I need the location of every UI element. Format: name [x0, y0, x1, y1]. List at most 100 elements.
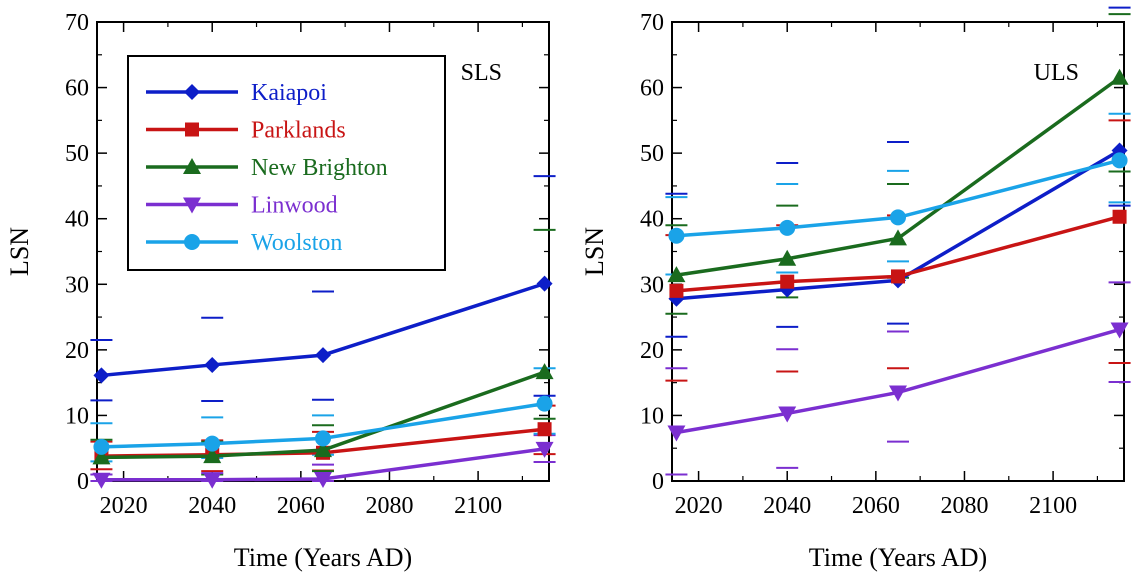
series-line: [676, 158, 1121, 238]
legend-marker: [183, 197, 201, 214]
data-point: [889, 385, 907, 402]
data-point: [93, 367, 110, 384]
data-point: [1111, 152, 1128, 169]
y-tick-label: 0: [652, 469, 664, 495]
x-tick-label: 2060: [277, 493, 325, 519]
series-kaiapoi: [93, 275, 553, 384]
x-tick-label: 2100: [454, 493, 502, 519]
data-point: [203, 472, 222, 489]
data-point: [891, 269, 905, 284]
x-axis-title: Time (Years AD): [809, 543, 987, 572]
legend-marker: [185, 122, 199, 137]
y-tick-label: 50: [640, 141, 664, 167]
data-point: [92, 448, 111, 465]
y-tick-label: 20: [65, 338, 89, 364]
legend: Kaiapoi Parklands New Brighton Linwood Wools…: [127, 55, 446, 271]
data-point: [535, 441, 554, 458]
data-point: [890, 209, 906, 226]
series-line: [101, 281, 546, 378]
plot-frame: [671, 21, 1125, 482]
series-woolston: [668, 152, 1128, 244]
legend-label: Kaiapoi: [251, 80, 327, 106]
legend-label: Woolston: [251, 230, 342, 256]
series-woolston: [93, 395, 553, 455]
data-point: [204, 356, 221, 373]
data-point: [536, 275, 553, 292]
plot-panel-sls: 0 10 20 30 40 50 60 70 2020 2040 2060 2080 2100 Time …: [5, 10, 556, 572]
y-tick-label: 40: [640, 207, 664, 233]
series-line: [101, 370, 546, 460]
series-line: [101, 401, 545, 449]
legend-label: Linwood: [251, 193, 338, 219]
legend-item: Woolston: [146, 230, 342, 256]
y-axis-title: LSN: [580, 227, 609, 276]
y-axis-title: LSN: [5, 227, 34, 276]
data-point: [314, 472, 332, 489]
data-point: [204, 435, 221, 452]
y-tick-label: 60: [65, 76, 89, 102]
legend-marker: [183, 158, 201, 174]
data-point: [1110, 68, 1129, 85]
legend-marker: [184, 234, 200, 250]
data-point: [1110, 322, 1129, 339]
legend-item: New Brighton: [146, 155, 388, 181]
data-point: [778, 249, 797, 266]
data-point: [667, 266, 686, 283]
legend-label: Parklands: [251, 118, 346, 144]
data-point: [669, 283, 684, 298]
data-point: [93, 438, 110, 455]
x-tick-label: 2040: [763, 493, 811, 519]
series-line: [676, 327, 1121, 435]
data-point: [667, 425, 686, 442]
y-tick-label: 70: [640, 10, 664, 36]
y-tick-label: 30: [640, 272, 664, 298]
y-tick-label: 20: [640, 338, 664, 364]
y-tick-label: 30: [65, 272, 89, 298]
data-point: [668, 227, 685, 244]
y-tick-label: 0: [77, 469, 89, 495]
x-tick-label: 2100: [1029, 493, 1077, 519]
data-point: [92, 472, 111, 489]
data-point: [779, 219, 796, 236]
panel-label: ULS: [1034, 60, 1079, 86]
series-line: [676, 215, 1121, 293]
series-linwood: [92, 441, 554, 489]
data-point: [778, 406, 797, 423]
series-line: [676, 76, 1121, 277]
series-new-brighton: [92, 363, 554, 465]
data-point: [315, 347, 331, 364]
legend-item: Linwood: [146, 193, 338, 219]
y-tick-label: 70: [65, 10, 89, 36]
legend-item: Parklands: [146, 118, 346, 144]
data-point: [1112, 209, 1127, 224]
series-line: [676, 149, 1121, 301]
x-tick-label: 2080: [365, 493, 413, 519]
legend-item: Kaiapoi: [146, 80, 327, 106]
data-point: [780, 274, 795, 289]
panel-label: SLS: [461, 60, 502, 86]
series-parklands: [669, 209, 1127, 298]
data-point: [203, 447, 222, 464]
plot-panel-uls: 0 10 20 30 40 50 60 70 2020 2040 2060 2080 2100 Time …: [580, 6, 1131, 572]
y-tick-label: 50: [65, 141, 89, 167]
x-axis-title: Time (Years AD): [234, 543, 412, 572]
legend-marker: [184, 84, 200, 100]
data-point: [537, 422, 552, 437]
y-tick-label: 40: [65, 207, 89, 233]
series-line: [101, 447, 545, 482]
data-point: [889, 229, 907, 246]
data-point: [315, 430, 331, 447]
series-new-brighton: [667, 68, 1129, 283]
x-tick-label: 2060: [852, 493, 900, 519]
y-tick-label: 60: [640, 76, 664, 102]
x-tick-label: 2040: [188, 493, 236, 519]
y-tick-label: 10: [640, 403, 664, 429]
series-linwood: [667, 322, 1129, 442]
x-tick-label: 2080: [940, 493, 988, 519]
y-tick-label: 10: [65, 403, 89, 429]
data-point: [536, 395, 553, 412]
data-point: [535, 363, 554, 380]
data-point: [314, 441, 332, 458]
x-tick-label: 2020: [675, 493, 723, 519]
